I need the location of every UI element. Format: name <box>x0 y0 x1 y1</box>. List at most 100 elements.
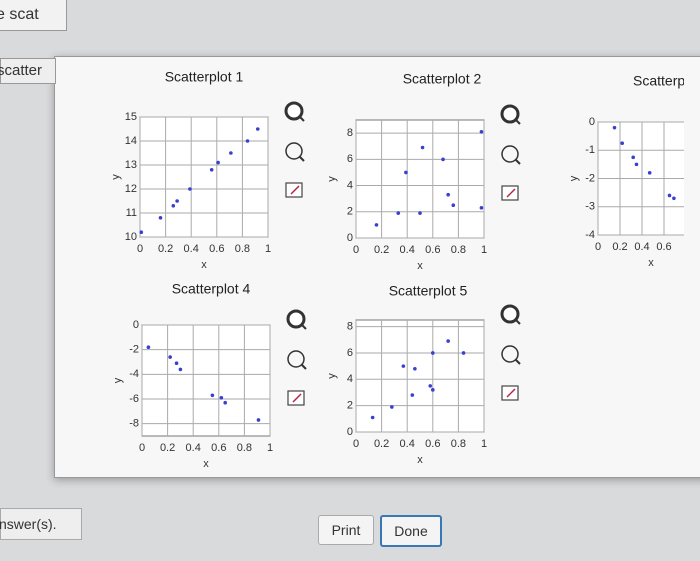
point <box>441 157 445 162</box>
y-tick-label: 14 <box>125 135 137 147</box>
point <box>370 415 375 420</box>
x-tick-label: 0.2 <box>158 243 173 255</box>
point <box>158 216 163 220</box>
plot-area <box>355 319 485 433</box>
icon-handle <box>515 319 521 325</box>
plot-area <box>141 324 271 437</box>
y-tick-label: 13 <box>125 159 137 171</box>
y-axis-label: y <box>568 175 580 181</box>
zoom-out-icon <box>501 145 519 163</box>
x-axis-label: x <box>417 260 423 272</box>
zoom-out-icon <box>285 142 303 160</box>
zoom-out-icon <box>287 350 305 368</box>
x-axis-label: x <box>417 454 423 466</box>
done-button[interactable]: Done <box>380 515 442 547</box>
x-tick-label: 0.8 <box>451 438 466 450</box>
point <box>404 170 408 175</box>
y-tick-label: 6 <box>347 153 353 165</box>
zoom-in-icon <box>284 101 304 121</box>
y-tick-label: 11 <box>126 207 137 219</box>
zoom-in-icon <box>500 304 520 324</box>
zoom-in-icon <box>286 309 306 329</box>
x-tick-label: 1 <box>265 243 271 255</box>
x-tick-label: 0.6 <box>425 438 440 450</box>
x-tick-label: 0.8 <box>235 243 250 255</box>
chart-title: Scatterpl <box>633 73 688 89</box>
point <box>479 130 484 134</box>
point <box>168 355 172 359</box>
point <box>174 361 179 366</box>
point <box>188 187 192 191</box>
point <box>171 204 176 208</box>
y-axis-label: y <box>110 174 122 180</box>
point <box>431 351 435 355</box>
x-tick-label: 0.8 <box>237 442 252 454</box>
x-axis-label: x <box>648 257 654 269</box>
chart: Scatterpl 0 0.2 0.4 0.6 -4 -3 -2 -1 0 x y <box>568 73 688 269</box>
y-tick-label: 2 <box>347 206 353 218</box>
y-axis-label: y <box>326 176 338 182</box>
x-tick-label: 0.6 <box>425 244 440 256</box>
zoom-in-icon <box>500 104 520 124</box>
x-tick-label: 0.2 <box>160 442 175 454</box>
top-field: e scat <box>0 0 67 31</box>
icon-arrow <box>290 185 300 195</box>
point <box>413 366 417 371</box>
x-tick-label: 1 <box>481 244 487 256</box>
x-tick-label: 0.4 <box>186 442 201 454</box>
icon-arrow <box>506 188 516 198</box>
y-tick-label: -4 <box>129 368 139 380</box>
point <box>229 151 233 155</box>
y-tick-label: 4 <box>347 179 353 191</box>
x-tick-label: 0.2 <box>374 438 389 450</box>
point <box>209 168 214 172</box>
y-tick-label: 0 <box>589 116 595 128</box>
icon-handle <box>301 324 307 330</box>
point <box>178 367 183 372</box>
point <box>418 211 422 215</box>
icon-handle <box>299 116 305 122</box>
y-tick-label: 0 <box>133 319 139 331</box>
point <box>631 155 635 160</box>
y-tick-label: 0 <box>347 426 353 438</box>
x-tick-label: 0.2 <box>612 241 627 253</box>
icon-arrow <box>506 388 516 398</box>
point <box>634 162 639 167</box>
point <box>175 199 179 203</box>
point <box>431 388 435 392</box>
point <box>216 160 220 165</box>
x-axis-label: x <box>203 458 209 470</box>
point <box>223 400 227 405</box>
icon-handle <box>515 359 521 365</box>
icon-handle <box>299 156 305 162</box>
y-tick-label: -3 <box>585 201 595 213</box>
y-tick-label: 10 <box>125 231 137 243</box>
point <box>139 230 144 234</box>
point <box>390 405 394 409</box>
point <box>667 193 672 198</box>
x-tick-label: 0.4 <box>400 438 415 450</box>
print-button[interactable]: Print <box>318 515 374 545</box>
chart: Scatterplot 4 0 0.2 0.4 0.6 0.8 1 -8 -6 -4 -2 0 x y <box>112 281 273 470</box>
chart-title: Scatterplot 4 <box>172 281 251 297</box>
y-tick-label: 6 <box>347 347 353 359</box>
chart: Scatterplot 1 0 0.2 0.4 0.6 0.8 1 10 11 12 13 14 15 x… <box>110 69 271 271</box>
point <box>255 127 260 131</box>
x-tick-label: 0.2 <box>374 244 389 256</box>
point <box>461 351 466 355</box>
y-tick-label: -1 <box>585 144 595 156</box>
tab-text: scatter <box>0 62 43 79</box>
point <box>647 171 652 175</box>
x-axis-label: x <box>201 259 207 271</box>
y-tick-label: 12 <box>125 183 137 195</box>
y-tick-label: 2 <box>347 400 353 412</box>
point <box>256 418 261 422</box>
point <box>446 192 450 197</box>
y-tick-label: 8 <box>347 320 353 332</box>
x-tick-label: 0.6 <box>209 243 224 255</box>
icon-handle <box>515 159 521 165</box>
y-tick-label: -2 <box>129 344 139 356</box>
chart: Scatterplot 5 0 0.2 0.4 0.6 0.8 1 0 2 4 6 8 x y <box>326 283 487 466</box>
point <box>374 223 379 227</box>
